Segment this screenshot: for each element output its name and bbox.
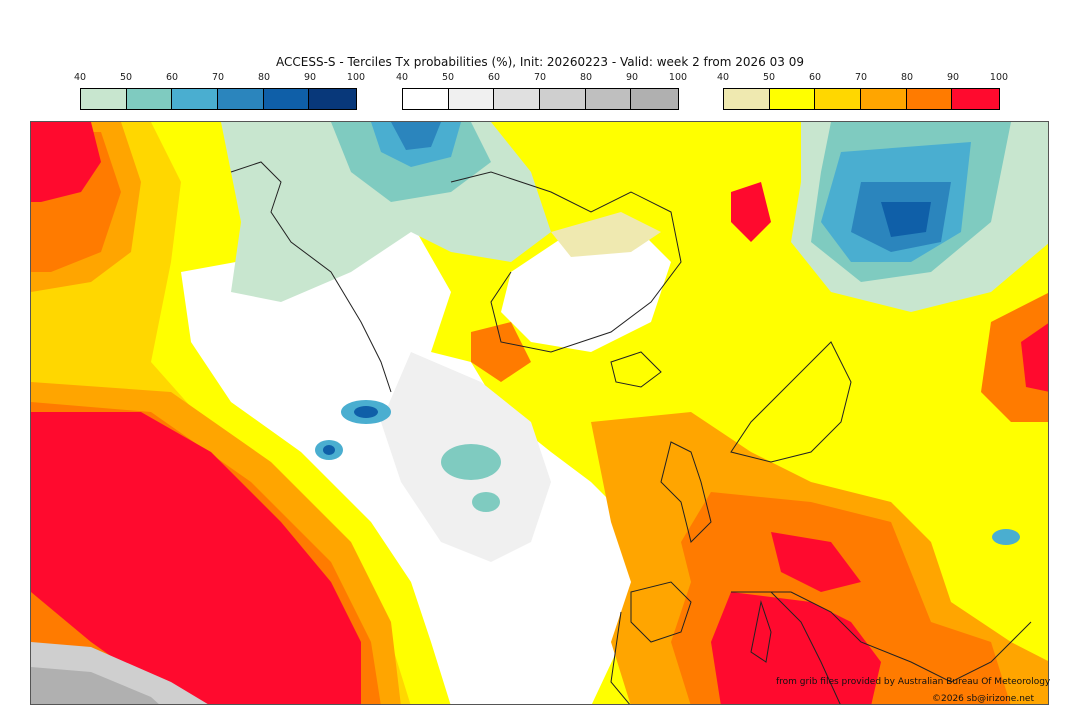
legend-swatch <box>952 89 1000 109</box>
source-credit: from grib files provided by Australian B… <box>776 677 1051 687</box>
legend-colorbar <box>402 88 679 110</box>
legend-tick: 50 <box>762 72 776 83</box>
shade-northsea-red <box>731 182 771 242</box>
legend-swatch <box>448 89 495 109</box>
legend-swatch <box>631 89 679 109</box>
legend-swatch <box>861 89 907 109</box>
shade-east-blue <box>992 529 1020 545</box>
map-canvas <box>31 122 1048 704</box>
shade-southwest-red <box>31 412 361 704</box>
legend-tick: 90 <box>625 72 639 83</box>
shade-arctic-navy <box>881 202 931 237</box>
legend-ticks: 40 50 60 70 80 90 100 <box>717 72 1008 86</box>
shade-atlantic-blue-core <box>354 406 378 418</box>
legend-swatch <box>540 89 586 109</box>
legend-tick: 80 <box>579 72 593 83</box>
legend-swatch <box>769 89 816 109</box>
legend-ticks: 40 50 60 70 80 90 100 <box>396 72 687 86</box>
legend-tick: 100 <box>346 72 366 83</box>
coastlines <box>230 161 1032 704</box>
legend-swatch <box>309 89 357 109</box>
shade-atlantic-green <box>472 492 500 512</box>
legend-tick: 70 <box>533 72 547 83</box>
legend-swatch <box>906 89 953 109</box>
legend-tick: 60 <box>487 72 501 83</box>
legend-tick: 40 <box>73 72 87 83</box>
shade-greenland-cream <box>551 212 661 257</box>
legend-tick: 50 <box>441 72 455 83</box>
shade-northwest-red <box>31 122 101 202</box>
legend-swatch <box>403 89 449 109</box>
legend-tick: 50 <box>119 72 133 83</box>
legend-swatch <box>81 89 127 109</box>
legend-tick: 40 <box>395 72 409 83</box>
legend-tick: 100 <box>668 72 688 83</box>
legend-tick: 60 <box>165 72 179 83</box>
legend-swatch <box>263 89 310 109</box>
chart-title: ACCESS-S - Terciles Tx probabilities (%)… <box>276 55 804 69</box>
shade-iceland-orange <box>471 322 531 382</box>
legend-ticks: 40 50 60 70 80 90 100 <box>74 72 365 86</box>
probability-map <box>30 121 1049 705</box>
legend-swatch <box>172 89 219 109</box>
legend-tick: 70 <box>854 72 868 83</box>
legend-swatch <box>724 89 770 109</box>
legend-tick: 80 <box>900 72 914 83</box>
legend-swatch <box>218 89 264 109</box>
legend-tick: 40 <box>716 72 730 83</box>
legend-swatch <box>585 89 632 109</box>
copyright-credit: ©2026 sb@irizone.net <box>932 694 1034 704</box>
shade-mediterranean-red <box>711 532 881 704</box>
legend-tick: 60 <box>808 72 822 83</box>
legend-swatch <box>815 89 862 109</box>
legend-tick: 90 <box>303 72 317 83</box>
shade-east-red <box>981 293 1048 422</box>
legend-swatch <box>494 89 541 109</box>
legend-tick: 70 <box>211 72 225 83</box>
shade-atlantic-blue-core <box>323 445 335 455</box>
legend-near-normal: 40 50 60 70 80 90 100 <box>396 72 687 110</box>
legend-colorbar <box>80 88 357 110</box>
legend-above-normal: 40 50 60 70 80 90 100 <box>717 72 1008 110</box>
legend-swatch <box>126 89 173 109</box>
legend-colorbar <box>723 88 1000 110</box>
shade-southwest-grey-dark <box>31 667 159 704</box>
legend-tick: 90 <box>946 72 960 83</box>
shade-atlantic-teal <box>441 444 501 480</box>
legend-tick: 100 <box>989 72 1009 83</box>
shade-greenland-blue-dark <box>391 122 441 150</box>
shade-east-red-core <box>1021 323 1048 392</box>
legend-tick: 80 <box>257 72 271 83</box>
legend-below-normal: 40 50 60 70 80 90 100 <box>74 72 365 110</box>
